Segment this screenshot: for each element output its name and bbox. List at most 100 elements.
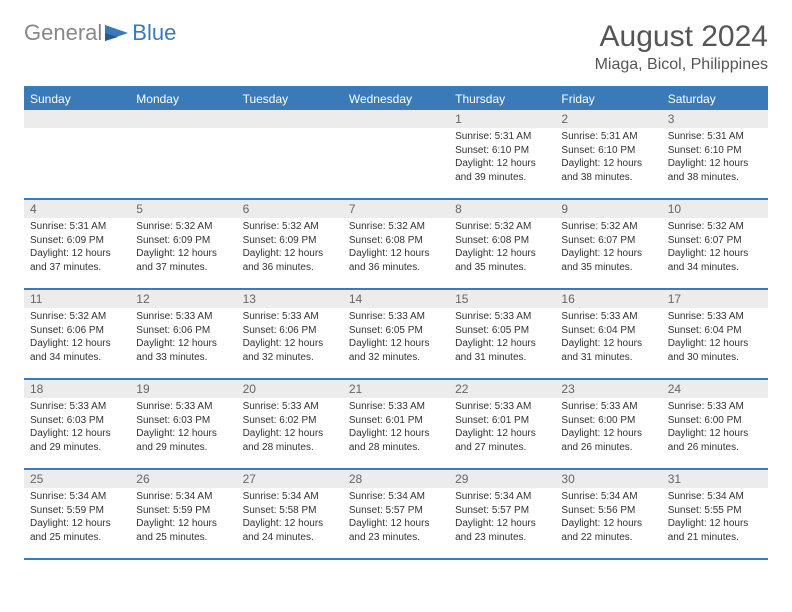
info-line: Sunrise: 5:33 AM [668,400,762,414]
day-number: 27 [237,470,343,488]
info-line: Sunset: 6:00 PM [561,414,655,428]
day-number: 3 [662,110,768,128]
info-line: Sunset: 6:06 PM [30,324,124,338]
calendar-week: 1Sunrise: 5:31 AMSunset: 6:10 PMDaylight… [24,110,768,199]
info-line: and 35 minutes. [455,261,549,275]
calendar-cell: 30Sunrise: 5:34 AMSunset: 5:56 PMDayligh… [555,469,661,559]
info-line: Daylight: 12 hours [668,337,762,351]
info-line: Sunset: 5:59 PM [136,504,230,518]
day-info: Sunrise: 5:33 AMSunset: 6:00 PMDaylight:… [662,398,768,458]
info-line: and 35 minutes. [561,261,655,275]
calendar-cell: 9Sunrise: 5:32 AMSunset: 6:07 PMDaylight… [555,199,661,289]
day-info: Sunrise: 5:34 AMSunset: 5:57 PMDaylight:… [449,488,555,548]
info-line: Sunrise: 5:34 AM [30,490,124,504]
day-number: 22 [449,380,555,398]
info-line: and 36 minutes. [349,261,443,275]
info-line: Sunset: 5:59 PM [30,504,124,518]
info-line: Daylight: 12 hours [455,337,549,351]
day-info: Sunrise: 5:33 AMSunset: 6:06 PMDaylight:… [130,308,236,368]
info-line: Daylight: 12 hours [30,427,124,441]
calendar-cell: 22Sunrise: 5:33 AMSunset: 6:01 PMDayligh… [449,379,555,469]
info-line: and 34 minutes. [30,351,124,365]
day-info: Sunrise: 5:34 AMSunset: 5:57 PMDaylight:… [343,488,449,548]
info-line: Sunrise: 5:33 AM [136,310,230,324]
info-line: Sunrise: 5:34 AM [561,490,655,504]
info-line: Sunset: 6:00 PM [668,414,762,428]
day-info: Sunrise: 5:33 AMSunset: 6:00 PMDaylight:… [555,398,661,458]
day-number: 2 [555,110,661,128]
info-line: and 26 minutes. [668,441,762,455]
info-line: Sunrise: 5:33 AM [243,310,337,324]
calendar-cell [24,110,130,199]
day-info: Sunrise: 5:33 AMSunset: 6:04 PMDaylight:… [555,308,661,368]
info-line: and 39 minutes. [455,171,549,185]
info-line: Sunrise: 5:33 AM [455,310,549,324]
info-line: Sunrise: 5:31 AM [561,130,655,144]
day-info: Sunrise: 5:32 AMSunset: 6:07 PMDaylight:… [662,218,768,278]
info-line: Sunrise: 5:32 AM [668,220,762,234]
info-line: and 25 minutes. [136,531,230,545]
info-line: Sunrise: 5:32 AM [136,220,230,234]
day-number: 9 [555,200,661,218]
info-line: Sunset: 6:06 PM [136,324,230,338]
info-line: Sunset: 6:05 PM [349,324,443,338]
calendar-cell: 31Sunrise: 5:34 AMSunset: 5:55 PMDayligh… [662,469,768,559]
day-info: Sunrise: 5:33 AMSunset: 6:03 PMDaylight:… [130,398,236,458]
day-number: 26 [130,470,236,488]
info-line: Daylight: 12 hours [243,247,337,261]
day-number: 16 [555,290,661,308]
calendar-cell: 3Sunrise: 5:31 AMSunset: 6:10 PMDaylight… [662,110,768,199]
info-line: Sunset: 6:07 PM [668,234,762,248]
info-line: Daylight: 12 hours [243,337,337,351]
info-line: Daylight: 12 hours [455,427,549,441]
day-info: Sunrise: 5:33 AMSunset: 6:05 PMDaylight:… [343,308,449,368]
info-line: Sunrise: 5:31 AM [668,130,762,144]
day-info: Sunrise: 5:33 AMSunset: 6:06 PMDaylight:… [237,308,343,368]
info-line: Daylight: 12 hours [561,247,655,261]
calendar-cell: 29Sunrise: 5:34 AMSunset: 5:57 PMDayligh… [449,469,555,559]
calendar-table: Sunday Monday Tuesday Wednesday Thursday… [24,86,768,560]
calendar-week: 25Sunrise: 5:34 AMSunset: 5:59 PMDayligh… [24,469,768,559]
day-number-empty [130,110,236,128]
calendar-cell: 11Sunrise: 5:32 AMSunset: 6:06 PMDayligh… [24,289,130,379]
info-line: Sunset: 6:09 PM [136,234,230,248]
info-line: Sunrise: 5:34 AM [668,490,762,504]
info-line: Sunset: 6:03 PM [136,414,230,428]
info-line: and 37 minutes. [136,261,230,275]
info-line: Sunrise: 5:33 AM [349,310,443,324]
info-line: and 23 minutes. [349,531,443,545]
day-header: Wednesday [343,87,449,110]
info-line: Sunset: 5:58 PM [243,504,337,518]
info-line: and 29 minutes. [136,441,230,455]
day-info: Sunrise: 5:33 AMSunset: 6:01 PMDaylight:… [343,398,449,458]
info-line: Sunset: 6:04 PM [561,324,655,338]
info-line: and 38 minutes. [668,171,762,185]
logo-text-gray: General [24,20,102,46]
info-line: and 22 minutes. [561,531,655,545]
day-number-empty [237,110,343,128]
day-info: Sunrise: 5:31 AMSunset: 6:09 PMDaylight:… [24,218,130,278]
day-number: 6 [237,200,343,218]
info-line: Daylight: 12 hours [561,427,655,441]
info-line: Sunrise: 5:32 AM [30,310,124,324]
day-number: 15 [449,290,555,308]
day-info: Sunrise: 5:33 AMSunset: 6:05 PMDaylight:… [449,308,555,368]
info-line: Daylight: 12 hours [243,427,337,441]
info-line: Daylight: 12 hours [668,517,762,531]
info-line: and 32 minutes. [243,351,337,365]
day-info: Sunrise: 5:33 AMSunset: 6:02 PMDaylight:… [237,398,343,458]
info-line: and 29 minutes. [30,441,124,455]
day-number-empty [343,110,449,128]
info-line: and 28 minutes. [243,441,337,455]
info-line: Sunset: 6:07 PM [561,234,655,248]
calendar-cell: 14Sunrise: 5:33 AMSunset: 6:05 PMDayligh… [343,289,449,379]
info-line: Sunrise: 5:34 AM [349,490,443,504]
day-number: 21 [343,380,449,398]
info-line: Sunset: 6:08 PM [455,234,549,248]
info-line: Sunrise: 5:34 AM [136,490,230,504]
info-line: Sunrise: 5:33 AM [455,400,549,414]
info-line: Sunset: 6:08 PM [349,234,443,248]
day-number: 1 [449,110,555,128]
logo: General Blue [24,20,176,46]
calendar-cell: 25Sunrise: 5:34 AMSunset: 5:59 PMDayligh… [24,469,130,559]
